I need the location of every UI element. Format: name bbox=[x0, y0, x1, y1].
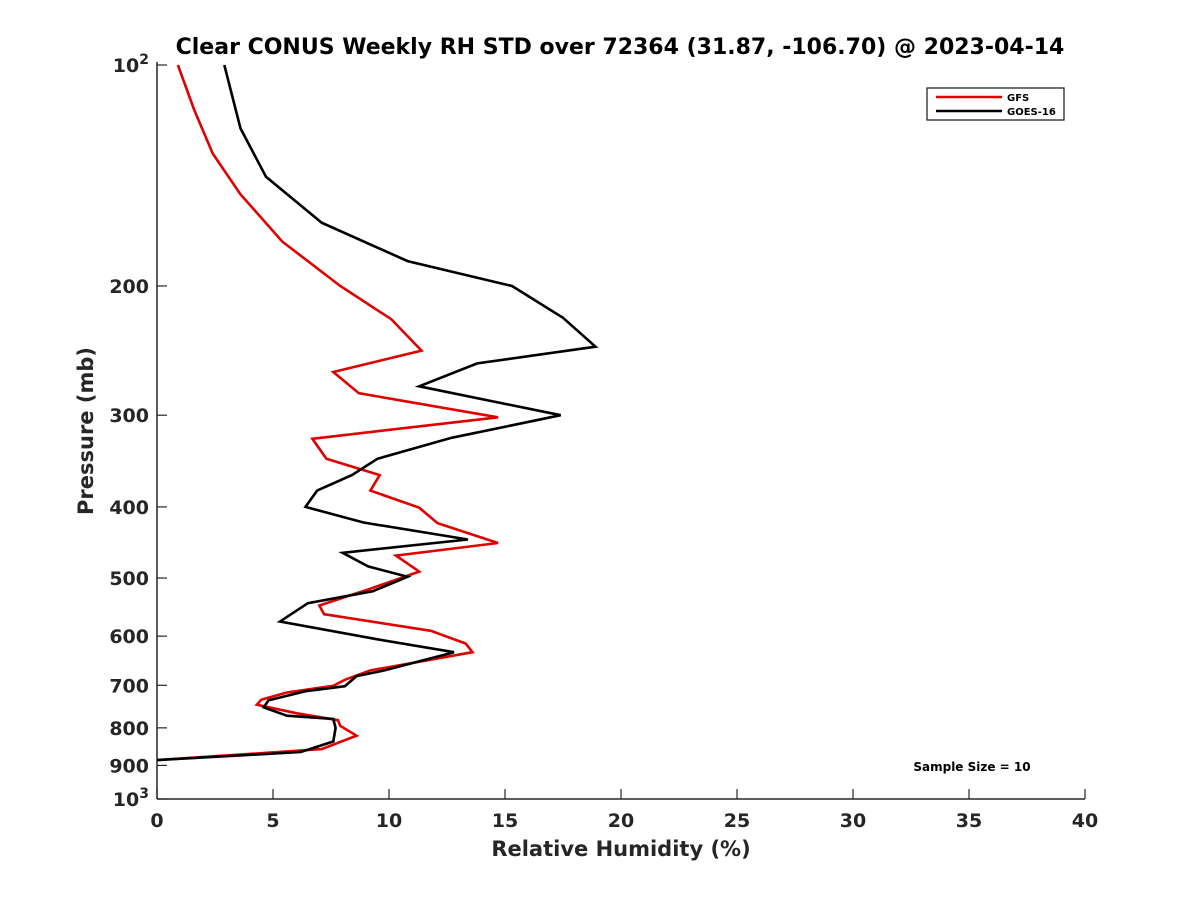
legend-box bbox=[926, 87, 1065, 121]
y-tick-label: 400 bbox=[109, 497, 149, 519]
legend: GFS GOES-16 bbox=[926, 87, 1065, 121]
y-axis-label: Pressure (mb) bbox=[74, 347, 98, 515]
chart-title: Clear CONUS Weekly RH STD over 72364 (31… bbox=[176, 35, 1065, 60]
x-tick-label: 0 bbox=[150, 810, 163, 832]
y-tick-label: 500 bbox=[109, 568, 149, 590]
x-tick-label: 30 bbox=[840, 810, 866, 832]
sample-size-annotation: Sample Size = 10 bbox=[913, 760, 1030, 774]
y-tick-label: 103 bbox=[113, 786, 149, 811]
x-tick-label: 35 bbox=[956, 810, 982, 832]
plot-area bbox=[156, 62, 1085, 800]
x-tick-label: 15 bbox=[492, 810, 518, 832]
y-tick-label: 300 bbox=[109, 405, 149, 427]
series-line-gfs bbox=[156, 64, 499, 762]
series-layer bbox=[156, 64, 599, 762]
x-ticks: 0 5 10 15 20 25 30 35 40 bbox=[150, 789, 1098, 832]
y-ticks: 102 200 300 400 500 600 700 800 900 103 bbox=[109, 52, 167, 811]
legend-label-gfs: GFS bbox=[1007, 93, 1029, 104]
y-tick-label: 102 bbox=[113, 52, 149, 77]
y-tick-label: 700 bbox=[109, 675, 149, 697]
x-tick-label: 5 bbox=[266, 810, 279, 832]
x-tick-label: 40 bbox=[1072, 810, 1098, 832]
y-tick-label: 900 bbox=[109, 755, 149, 777]
x-tick-label: 10 bbox=[376, 810, 402, 832]
y-tick-label: 200 bbox=[109, 276, 149, 298]
series-line-goes16 bbox=[156, 64, 599, 762]
x-axis-label: Relative Humidity (%) bbox=[491, 837, 750, 861]
legend-label-goes16: GOES-16 bbox=[1007, 107, 1056, 118]
y-tick-label: 600 bbox=[109, 626, 149, 648]
x-tick-label: 20 bbox=[608, 810, 634, 832]
x-tick-label: 25 bbox=[724, 810, 750, 832]
y-tick-label: 800 bbox=[109, 718, 149, 740]
